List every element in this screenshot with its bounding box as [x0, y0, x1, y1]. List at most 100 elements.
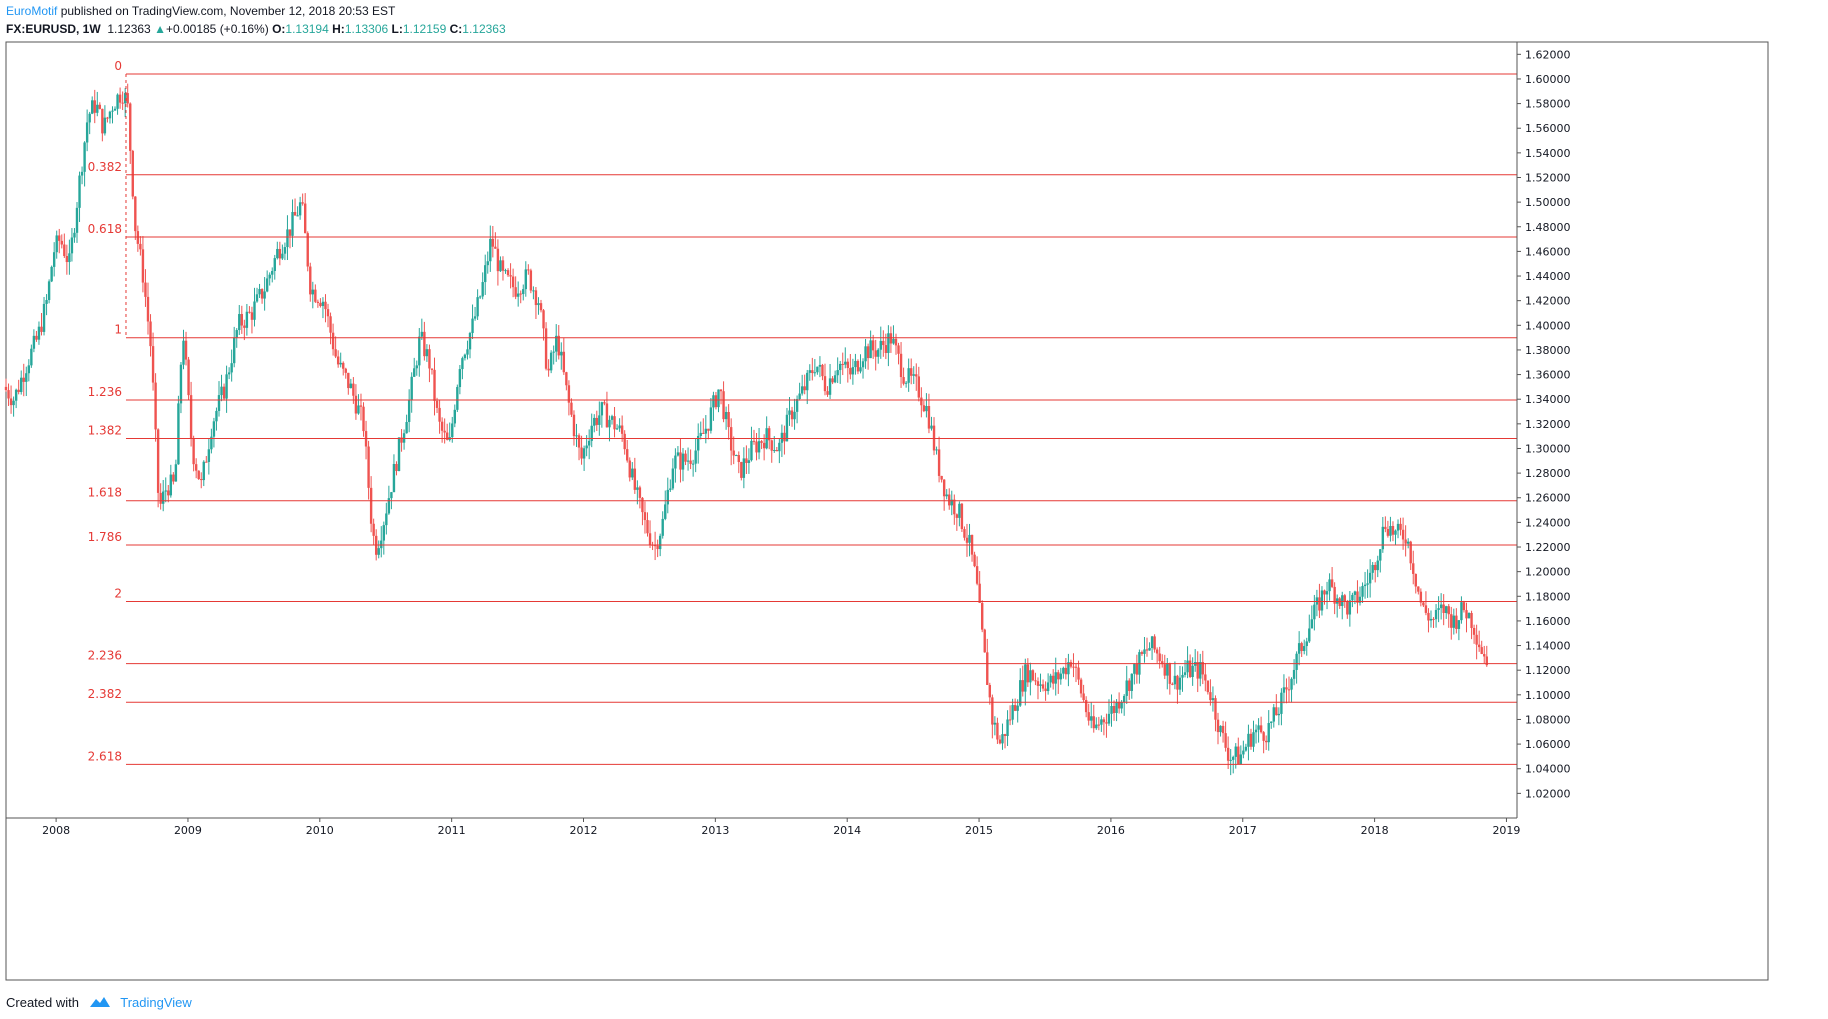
- candle-body: [740, 462, 743, 478]
- candle-body: [661, 518, 664, 536]
- created-with-text: Created with: [6, 995, 79, 1010]
- candle-body: [595, 417, 598, 425]
- fib-level-label: 1: [114, 323, 122, 337]
- candle-body: [750, 440, 753, 461]
- candle-body: [552, 351, 555, 353]
- candle-body: [253, 301, 256, 320]
- candle-body: [1305, 641, 1308, 647]
- candle-body: [722, 391, 725, 420]
- candle-body: [991, 697, 994, 725]
- candle-body: [856, 360, 860, 372]
- candle-body: [52, 252, 56, 267]
- time-tick-label: 2008: [42, 824, 70, 837]
- time-tick-label: 2009: [174, 824, 202, 837]
- candle-body: [1277, 713, 1281, 716]
- candle-body: [415, 365, 418, 369]
- candle-body: [907, 368, 910, 383]
- candle-body: [704, 428, 708, 434]
- candle-body: [927, 406, 931, 429]
- candle-body: [458, 369, 462, 388]
- candle-body: [585, 445, 588, 449]
- candle-body: [689, 460, 692, 464]
- candle-body: [1067, 662, 1070, 675]
- candle-body: [752, 440, 756, 442]
- price-tick-label: 1.14000: [1525, 640, 1571, 653]
- candle-body: [864, 346, 867, 362]
- candle-body: [55, 235, 58, 253]
- candle-body: [920, 397, 923, 406]
- fib-level-label: 1.382: [88, 423, 122, 437]
- candles-layer: [4, 83, 1488, 776]
- candle-body: [1209, 692, 1212, 701]
- candle-body: [1057, 672, 1060, 680]
- candle-body: [940, 475, 943, 480]
- up-triangle-icon: ▲: [154, 22, 166, 36]
- footer: Created with TradingView: [6, 995, 192, 1011]
- candle-body: [1016, 705, 1019, 711]
- candle-body: [1163, 664, 1166, 676]
- candle-body: [747, 460, 751, 463]
- candle-body: [354, 395, 358, 414]
- candle-body: [648, 533, 652, 545]
- candle-body: [935, 449, 938, 451]
- candle-body: [684, 453, 687, 462]
- candle-body: [694, 450, 697, 464]
- candle-body: [207, 449, 211, 462]
- time-tick-label: 2015: [965, 824, 993, 837]
- low-label: L:: [391, 22, 403, 36]
- candle-body: [1029, 670, 1032, 683]
- candle-body: [126, 93, 129, 104]
- fib-level-label: 0.382: [88, 160, 122, 174]
- candle-body: [1079, 679, 1083, 694]
- candle-body: [874, 350, 877, 357]
- candle-body: [42, 303, 46, 332]
- candle-body: [653, 545, 657, 547]
- candle-body: [1204, 674, 1207, 681]
- candle-body: [532, 290, 535, 292]
- candle-body: [225, 374, 228, 399]
- candle-body: [882, 340, 885, 346]
- candle-body: [1102, 719, 1106, 723]
- candle-body: [210, 436, 213, 450]
- price-tick-label: 1.28000: [1525, 467, 1571, 480]
- candle-body: [1379, 549, 1382, 561]
- candle-body: [281, 253, 284, 259]
- candle-body: [555, 335, 558, 352]
- candle-body: [83, 142, 86, 172]
- price-tick-label: 1.56000: [1525, 122, 1571, 135]
- fib-level-label: 2.382: [88, 687, 122, 701]
- candle-body: [293, 212, 297, 216]
- candle-body: [1229, 759, 1232, 761]
- candle-body: [367, 446, 370, 488]
- candle-body: [615, 428, 619, 430]
- candle-body: [831, 378, 834, 383]
- candle-body: [1475, 634, 1478, 645]
- candle-body: [306, 233, 309, 267]
- candle-body: [950, 499, 953, 506]
- candle-body: [65, 256, 69, 263]
- candle-body: [1450, 614, 1453, 628]
- candle-body: [524, 269, 527, 290]
- candle-body: [1221, 725, 1225, 734]
- candle-body: [1470, 613, 1473, 629]
- candle-body: [499, 260, 502, 272]
- tradingview-brand-link[interactable]: TradingView: [120, 995, 192, 1010]
- publisher-link[interactable]: EuroMotif: [6, 4, 58, 18]
- candle-body: [1358, 596, 1362, 603]
- candle-body: [476, 297, 479, 317]
- candle-body: [1019, 680, 1022, 706]
- candle-body: [529, 270, 533, 291]
- candle-body: [182, 340, 185, 365]
- candle-body: [1171, 683, 1174, 685]
- candle-body: [1069, 662, 1073, 667]
- candle-body: [527, 269, 530, 271]
- candle-body: [235, 330, 238, 338]
- candle-body: [202, 461, 205, 481]
- candle-body: [790, 410, 794, 420]
- candle-body: [1214, 698, 1217, 720]
- candle-body: [362, 406, 365, 432]
- candle-body: [955, 514, 959, 518]
- candle-body: [542, 310, 545, 329]
- candle-body: [844, 361, 847, 365]
